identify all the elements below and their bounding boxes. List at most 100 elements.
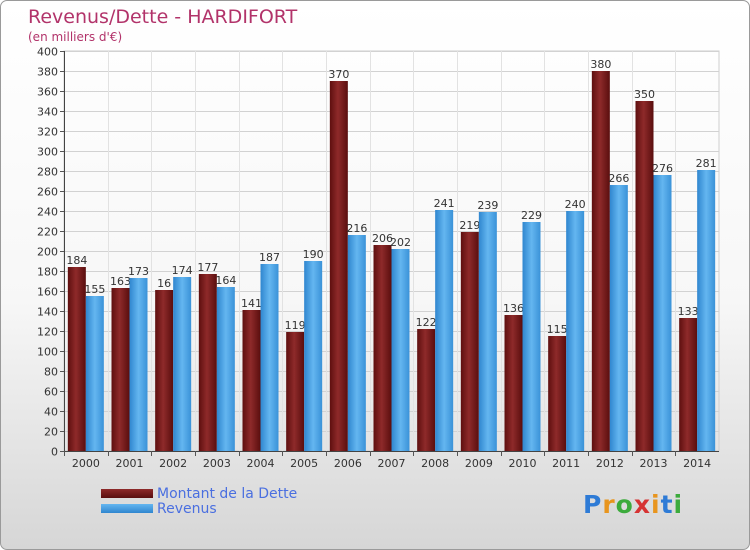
data-label-dette: 136 bbox=[503, 302, 524, 315]
data-label-revenus: 187 bbox=[259, 251, 280, 264]
logo-letter: r bbox=[602, 490, 616, 519]
data-label-dette: 115 bbox=[547, 323, 568, 336]
bar-dette bbox=[548, 336, 567, 451]
bar-revenus bbox=[697, 170, 716, 451]
data-label-dette: 380 bbox=[590, 58, 611, 71]
y-tick-label: 160 bbox=[37, 286, 58, 299]
y-tick-label: 280 bbox=[37, 166, 58, 179]
bar-revenus bbox=[129, 278, 148, 451]
logo-letter: t bbox=[660, 490, 674, 519]
bar-revenus bbox=[173, 277, 192, 451]
y-tick-label: 120 bbox=[37, 326, 58, 339]
x-tick-label: 2002 bbox=[159, 457, 187, 470]
bar-revenus bbox=[653, 175, 672, 451]
data-label-revenus: 240 bbox=[565, 198, 586, 211]
y-tick-label: 260 bbox=[37, 186, 58, 199]
legend-label-revenus: Revenus bbox=[157, 501, 217, 517]
bar-dette bbox=[111, 288, 130, 451]
bar-revenus bbox=[304, 261, 323, 451]
bar-revenus bbox=[85, 296, 104, 451]
y-tick-label: 360 bbox=[37, 86, 58, 99]
data-label-dette: 177 bbox=[197, 261, 218, 274]
x-tick-label: 2001 bbox=[116, 457, 144, 470]
data-label-revenus: 155 bbox=[84, 283, 105, 296]
data-label-dette: 350 bbox=[634, 88, 655, 101]
data-label-dette: 16 bbox=[157, 277, 171, 290]
x-tick-label: 2003 bbox=[203, 457, 231, 470]
data-label-revenus: 164 bbox=[215, 274, 236, 287]
x-tick-label: 2004 bbox=[247, 457, 275, 470]
bar-revenus bbox=[478, 212, 497, 451]
x-tick-label: 2006 bbox=[334, 457, 362, 470]
data-label-dette: 219 bbox=[459, 219, 480, 232]
x-tick-label: 2007 bbox=[378, 457, 406, 470]
bar-dette bbox=[198, 274, 217, 451]
data-label-revenus: 202 bbox=[390, 236, 411, 249]
x-tick-label: 2014 bbox=[683, 457, 711, 470]
bar-revenus bbox=[216, 287, 235, 451]
bar-dette bbox=[242, 310, 261, 451]
y-tick-label: 320 bbox=[37, 126, 58, 139]
legend-swatch-debt bbox=[101, 489, 153, 498]
x-tick-label: 2013 bbox=[640, 457, 668, 470]
bar-dette bbox=[67, 267, 86, 451]
x-tick-label: 2010 bbox=[509, 457, 537, 470]
data-label-revenus: 190 bbox=[303, 248, 324, 261]
logo-letter: i bbox=[651, 490, 661, 519]
logo-letter: i bbox=[673, 490, 684, 519]
bar-dette bbox=[504, 315, 523, 451]
bar-dette bbox=[286, 332, 305, 451]
bar-dette bbox=[635, 101, 654, 451]
legend-label-debt: Montant de la Dette bbox=[157, 486, 298, 502]
y-tick-label: 400 bbox=[37, 46, 58, 59]
bar-revenus bbox=[391, 249, 410, 451]
data-label-revenus: 281 bbox=[696, 157, 717, 170]
y-tick-label: 300 bbox=[37, 146, 58, 159]
bar-dette bbox=[373, 245, 392, 451]
y-tick-label: 0 bbox=[51, 446, 58, 459]
x-tick-label: 2000 bbox=[72, 457, 100, 470]
logo-letter: P bbox=[583, 490, 603, 519]
y-tick-label: 100 bbox=[37, 346, 58, 359]
data-label-dette: 370 bbox=[328, 68, 349, 81]
y-tick-label: 200 bbox=[37, 246, 58, 259]
data-label-revenus: 241 bbox=[434, 197, 455, 210]
bar-revenus bbox=[347, 235, 366, 451]
data-label-dette: 122 bbox=[416, 316, 437, 329]
proxiti-logo: Proxiti bbox=[583, 490, 683, 519]
data-label-revenus: 173 bbox=[128, 265, 149, 278]
chart-title: Revenus/Dette - HARDIFORT bbox=[28, 6, 298, 28]
bar-revenus bbox=[435, 210, 454, 451]
legend-swatch-revenus bbox=[101, 504, 153, 513]
data-label-dette: 133 bbox=[678, 305, 699, 318]
data-label-revenus: 276 bbox=[652, 162, 673, 175]
y-tick-label: 380 bbox=[37, 66, 58, 79]
y-tick-label: 240 bbox=[37, 206, 58, 219]
chart-subtitle: (en milliers d'€) bbox=[28, 30, 123, 44]
data-label-revenus: 216 bbox=[346, 222, 367, 235]
bar-dette bbox=[329, 81, 348, 451]
y-tick-label: 220 bbox=[37, 226, 58, 239]
data-label-revenus: 229 bbox=[521, 209, 542, 222]
bar-revenus bbox=[260, 264, 279, 451]
bar-dette bbox=[591, 71, 610, 451]
y-tick-label: 20 bbox=[44, 426, 58, 439]
y-tick-label: 60 bbox=[44, 386, 58, 399]
y-tick-label: 180 bbox=[37, 266, 58, 279]
x-tick-label: 2005 bbox=[290, 457, 318, 470]
bar-dette bbox=[417, 329, 436, 451]
x-tick-label: 2008 bbox=[421, 457, 449, 470]
data-label-dette: 141 bbox=[241, 297, 262, 310]
bar-revenus bbox=[522, 222, 541, 451]
bar-revenus bbox=[609, 185, 628, 451]
x-tick-label: 2011 bbox=[552, 457, 580, 470]
data-label-revenus: 174 bbox=[172, 264, 193, 277]
x-tick-label: 2012 bbox=[596, 457, 624, 470]
data-label-revenus: 239 bbox=[477, 199, 498, 212]
y-tick-label: 40 bbox=[44, 406, 58, 419]
bar-dette bbox=[460, 232, 479, 451]
data-label-dette: 163 bbox=[110, 275, 131, 288]
data-label-dette: 119 bbox=[285, 319, 306, 332]
